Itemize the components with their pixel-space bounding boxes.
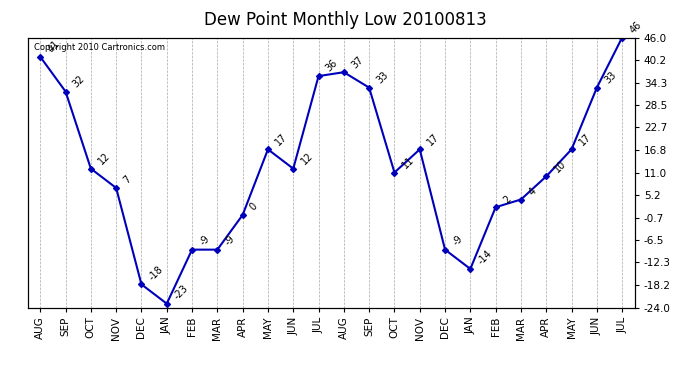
Text: 11: 11 <box>400 154 416 170</box>
Text: 37: 37 <box>349 54 365 70</box>
Text: 7: 7 <box>121 174 133 186</box>
Text: 17: 17 <box>425 131 441 147</box>
Text: -9: -9 <box>451 234 464 248</box>
Text: -14: -14 <box>476 249 494 267</box>
Text: -18: -18 <box>147 264 165 282</box>
Text: 36: 36 <box>324 58 340 74</box>
Text: 17: 17 <box>577 131 593 147</box>
Text: 32: 32 <box>71 74 87 89</box>
Text: 2: 2 <box>501 194 513 205</box>
Text: 0: 0 <box>248 201 259 213</box>
Text: 46: 46 <box>628 20 644 35</box>
Text: -9: -9 <box>197 234 211 248</box>
Text: Dew Point Monthly Low 20100813: Dew Point Monthly Low 20100813 <box>204 11 486 29</box>
Text: 4: 4 <box>526 186 538 197</box>
Text: Copyright 2010 Cartronics.com: Copyright 2010 Cartronics.com <box>34 43 165 52</box>
Text: 41: 41 <box>46 39 61 55</box>
Text: 33: 33 <box>602 70 618 86</box>
Text: -9: -9 <box>223 234 237 248</box>
Text: -23: -23 <box>172 283 190 302</box>
Text: 12: 12 <box>299 151 315 166</box>
Text: 17: 17 <box>273 131 289 147</box>
Text: 10: 10 <box>552 159 568 174</box>
Text: 12: 12 <box>97 151 112 166</box>
Text: 33: 33 <box>375 70 391 86</box>
